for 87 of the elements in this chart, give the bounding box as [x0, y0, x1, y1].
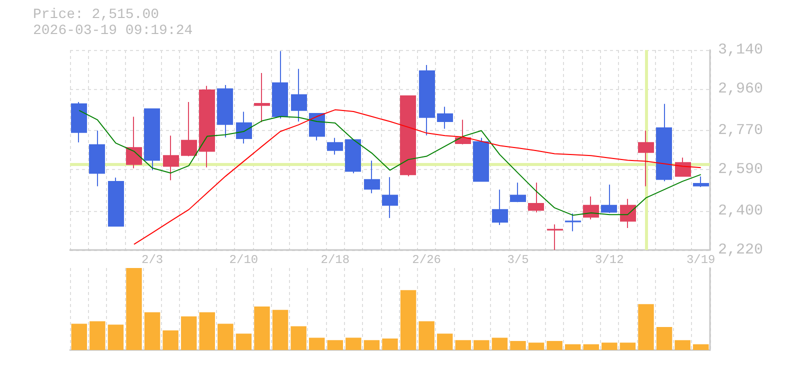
candlestick — [419, 64, 435, 136]
candlestick — [181, 101, 197, 157]
candlestick — [108, 177, 124, 227]
candlestick — [144, 108, 160, 171]
bar — [108, 324, 124, 350]
bar — [602, 342, 618, 350]
bar — [418, 321, 434, 350]
y-tick-label: 2,770 — [718, 122, 764, 139]
bar — [510, 340, 526, 350]
candlestick — [199, 85, 215, 168]
bar — [674, 340, 690, 350]
candlestick — [309, 112, 325, 141]
x-tick-label: 2/10 — [229, 253, 258, 267]
candlestick — [291, 68, 307, 122]
candlestick — [364, 160, 380, 194]
y-tick-label: 2,960 — [718, 80, 764, 98]
bar — [162, 330, 178, 350]
y-tick-label: 2,590 — [718, 161, 764, 178]
bar — [474, 340, 490, 350]
y-tick-label: 2,220 — [718, 242, 764, 258]
chart-title: Price: 2,515.00 — [33, 7, 160, 23]
candlestick — [565, 212, 581, 232]
bar — [90, 321, 106, 350]
bar — [583, 344, 600, 350]
bar — [492, 338, 508, 350]
bar — [692, 344, 709, 350]
bar — [638, 304, 654, 350]
candlestick — [437, 106, 453, 130]
line-series — [134, 109, 702, 245]
y-tick-label: 2,400 — [718, 202, 764, 220]
candlestick — [638, 130, 654, 187]
candlestick — [400, 95, 416, 177]
candlestick — [71, 101, 87, 143]
bar — [290, 326, 306, 350]
bar — [528, 342, 544, 350]
candlestick — [236, 111, 252, 144]
bar — [364, 340, 380, 350]
bar — [546, 340, 562, 350]
bar — [218, 324, 234, 350]
bar — [346, 338, 362, 350]
bar — [236, 334, 252, 350]
candlestick — [492, 189, 508, 226]
bar — [254, 306, 270, 350]
bar — [656, 327, 672, 350]
x-tick-label: 3/19 — [686, 253, 716, 267]
candlestick — [473, 137, 489, 182]
bar — [327, 340, 344, 350]
candlestick — [217, 84, 233, 138]
bar — [126, 268, 142, 350]
bar — [382, 338, 398, 350]
bar — [272, 310, 288, 350]
bar — [180, 316, 197, 350]
candlestick — [272, 50, 288, 119]
bar — [71, 324, 88, 350]
bar — [199, 312, 216, 350]
x-tick-label: 3/5 — [507, 253, 529, 267]
candlestick — [656, 103, 672, 182]
candlestick — [601, 184, 617, 214]
candlestick — [675, 157, 691, 177]
y-tick-label: 3,140 — [718, 42, 764, 58]
candlestick — [382, 176, 398, 219]
line-series — [78, 110, 702, 216]
chart-subtitle: 2026-03-19 09:19:24 — [33, 23, 193, 39]
bar — [436, 334, 453, 350]
bar — [308, 338, 325, 350]
bar — [620, 342, 636, 350]
candlestick — [327, 137, 343, 156]
candlestick — [254, 72, 270, 123]
x-tick-label: 2/3 — [141, 253, 164, 267]
candlestick — [620, 198, 636, 229]
candlestick — [528, 182, 544, 213]
bar — [455, 340, 472, 350]
candlestick — [345, 139, 361, 174]
candlestick — [547, 224, 563, 250]
candlestick — [163, 135, 179, 181]
bar — [564, 344, 581, 350]
x-tick-label: 3/12 — [595, 253, 624, 267]
x-tick-label: 2/18 — [320, 253, 350, 267]
candlestick — [89, 130, 105, 187]
candlestick — [126, 116, 142, 169]
x-tick-label: 2/26 — [412, 253, 441, 267]
bar — [400, 290, 416, 350]
bar — [144, 312, 160, 350]
candlestick — [455, 119, 471, 145]
candlestick — [693, 176, 709, 188]
candlestick — [583, 196, 599, 220]
candlestick — [510, 182, 526, 203]
